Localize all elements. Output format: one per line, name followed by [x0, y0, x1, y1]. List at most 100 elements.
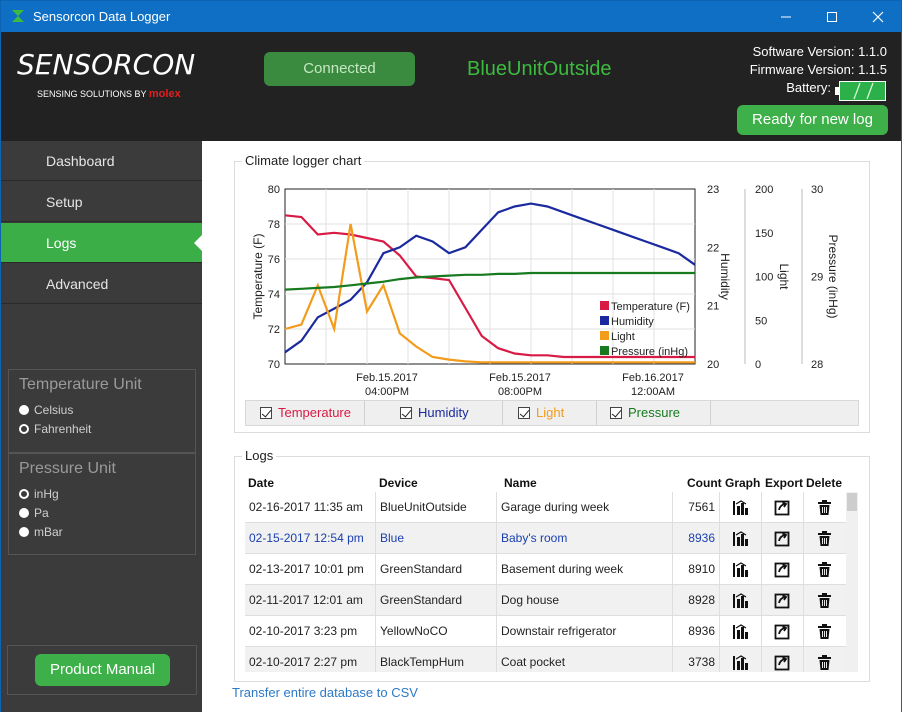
logs-group [234, 456, 870, 682]
light-axis-label: Light [777, 263, 791, 290]
logo-tagline: SENSING SOLUTIONS BY molex [37, 88, 181, 100]
toggle-temperature[interactable]: Temperature [260, 405, 351, 420]
bar-graph-icon [733, 500, 748, 515]
divider [502, 401, 503, 425]
export-button[interactable] [762, 616, 804, 646]
toggle-humidity[interactable]: Humidity [400, 405, 469, 420]
column-date[interactable]: Date [248, 476, 275, 490]
cell-date: 02-10-2017 2:27 pm [245, 647, 376, 672]
light-tick-label: 200 [755, 184, 773, 196]
temperature-tick-label: 76 [268, 254, 280, 266]
column-graph: Graph [725, 476, 761, 490]
temperature-unit-title: Temperature Unit [19, 376, 142, 393]
bar-graph-icon [733, 655, 748, 670]
sidebar-item-advanced[interactable]: Advanced [1, 264, 202, 304]
active-indicator-arrow [194, 235, 202, 251]
minimize-button[interactable] [763, 1, 809, 32]
logs-section-title: Logs [242, 448, 277, 463]
pressure-tick-label: 30 [811, 184, 823, 196]
checkbox-checked-icon [400, 407, 412, 419]
radio-celsius[interactable]: Celsius [19, 403, 73, 417]
light-tick-label: 0 [755, 359, 761, 371]
table-row[interactable]: 02-15-2017 12:54 pm Blue Baby's room 8936 [245, 523, 846, 554]
export-icon [774, 593, 790, 609]
humidity-tick-label: 22 [707, 242, 719, 254]
delete-button[interactable] [804, 647, 846, 672]
light-tick-label: 100 [755, 272, 773, 284]
battery-terminal [835, 87, 839, 95]
bar-graph-icon [733, 531, 748, 546]
title-bar: Sensorcon Data Logger [1, 1, 901, 32]
column-device[interactable]: Device [379, 476, 418, 490]
cell-device: GreenStandard [376, 585, 497, 615]
delete-button[interactable] [804, 523, 846, 553]
column-count[interactable]: Count [687, 476, 722, 490]
toggle-light[interactable]: Light [518, 405, 564, 420]
radio-inhg[interactable]: inHg [19, 487, 59, 501]
cell-date: 02-13-2017 10:01 pm [245, 554, 376, 584]
cell-device: GreenStandard [376, 554, 497, 584]
legend-label: Temperature (F) [611, 301, 690, 313]
export-button[interactable] [762, 585, 804, 615]
delete-button[interactable] [804, 585, 846, 615]
cell-device: BlackTempHum [376, 647, 497, 672]
temperature-axis-label: Temperature (F) [251, 233, 265, 319]
ready-for-new-log-button[interactable]: Ready for new log [737, 105, 888, 135]
table-row[interactable]: 02-10-2017 3:23 pm YellowNoCO Downstair re… [245, 616, 846, 647]
toggle-pressure[interactable]: Pressure [610, 405, 680, 420]
trash-icon [818, 500, 831, 515]
cell-device: Blue [376, 523, 497, 553]
export-button[interactable] [762, 492, 804, 522]
column-export: Export [765, 476, 804, 490]
radio-fahrenheit[interactable]: Fahrenheit [19, 422, 91, 436]
table-row[interactable]: 02-11-2017 12:01 am GreenStandard Dog hous… [245, 585, 846, 616]
x-tick-label: 12:00AM [631, 386, 675, 398]
graph-button[interactable] [720, 647, 762, 672]
logs-scrollbar[interactable] [846, 492, 858, 672]
transfer-database-csv-link[interactable]: Transfer entire database to CSV [232, 685, 418, 700]
cell-count: 3738 [673, 647, 720, 672]
legend-swatch [600, 346, 609, 355]
divider [710, 401, 711, 425]
battery-icon [853, 82, 874, 100]
bar-graph-icon [733, 593, 748, 608]
sidebar-item-logs[interactable]: Logs [1, 223, 202, 263]
delete-button[interactable] [804, 492, 846, 522]
checkbox-checked-icon [260, 407, 272, 419]
cell-count: 7561 [673, 492, 720, 522]
export-icon [774, 655, 790, 671]
export-button[interactable] [762, 647, 804, 672]
table-row[interactable]: 02-16-2017 11:35 am BlueUnitOutside Garage… [245, 492, 846, 523]
light-tick-label: 150 [755, 228, 773, 240]
radio-pa[interactable]: Pa [19, 506, 49, 520]
trash-icon [818, 593, 831, 608]
table-row[interactable]: 02-10-2017 2:27 pm BlackTempHum Coat pocke… [245, 647, 846, 672]
sidebar-item-dashboard[interactable]: Dashboard [1, 141, 202, 181]
graph-button[interactable] [720, 523, 762, 553]
column-name[interactable]: Name [504, 476, 537, 490]
radio-mbar[interactable]: mBar [19, 525, 63, 539]
sidebar-item-setup[interactable]: Setup [1, 182, 202, 222]
close-button[interactable] [855, 1, 901, 32]
series-line [284, 223, 695, 364]
table-row[interactable]: 02-13-2017 10:01 pm GreenStandard Basement… [245, 554, 846, 585]
delete-button[interactable] [804, 616, 846, 646]
product-manual-button[interactable]: Product Manual [35, 654, 170, 686]
maximize-button[interactable] [809, 1, 855, 32]
scrollbar-thumb[interactable] [847, 493, 857, 511]
divider [596, 401, 597, 425]
connection-status-button[interactable]: Connected [264, 52, 415, 86]
legend-swatch [600, 301, 609, 310]
export-button[interactable] [762, 523, 804, 553]
graph-button[interactable] [720, 616, 762, 646]
graph-button[interactable] [720, 554, 762, 584]
version-info: Software Version: 1.1.0 Firmware Version… [750, 43, 887, 97]
logo-brand: SENSORCON [17, 48, 196, 81]
export-button[interactable] [762, 554, 804, 584]
series-toggle-bar: Temperature Humidity Light Pressure [245, 400, 859, 426]
graph-button[interactable] [720, 492, 762, 522]
series-line [284, 271, 695, 291]
graph-button[interactable] [720, 585, 762, 615]
delete-button[interactable] [804, 554, 846, 584]
sensorcon-logo: SENSORCON SENSING SOLUTIONS BY molex [17, 48, 202, 118]
